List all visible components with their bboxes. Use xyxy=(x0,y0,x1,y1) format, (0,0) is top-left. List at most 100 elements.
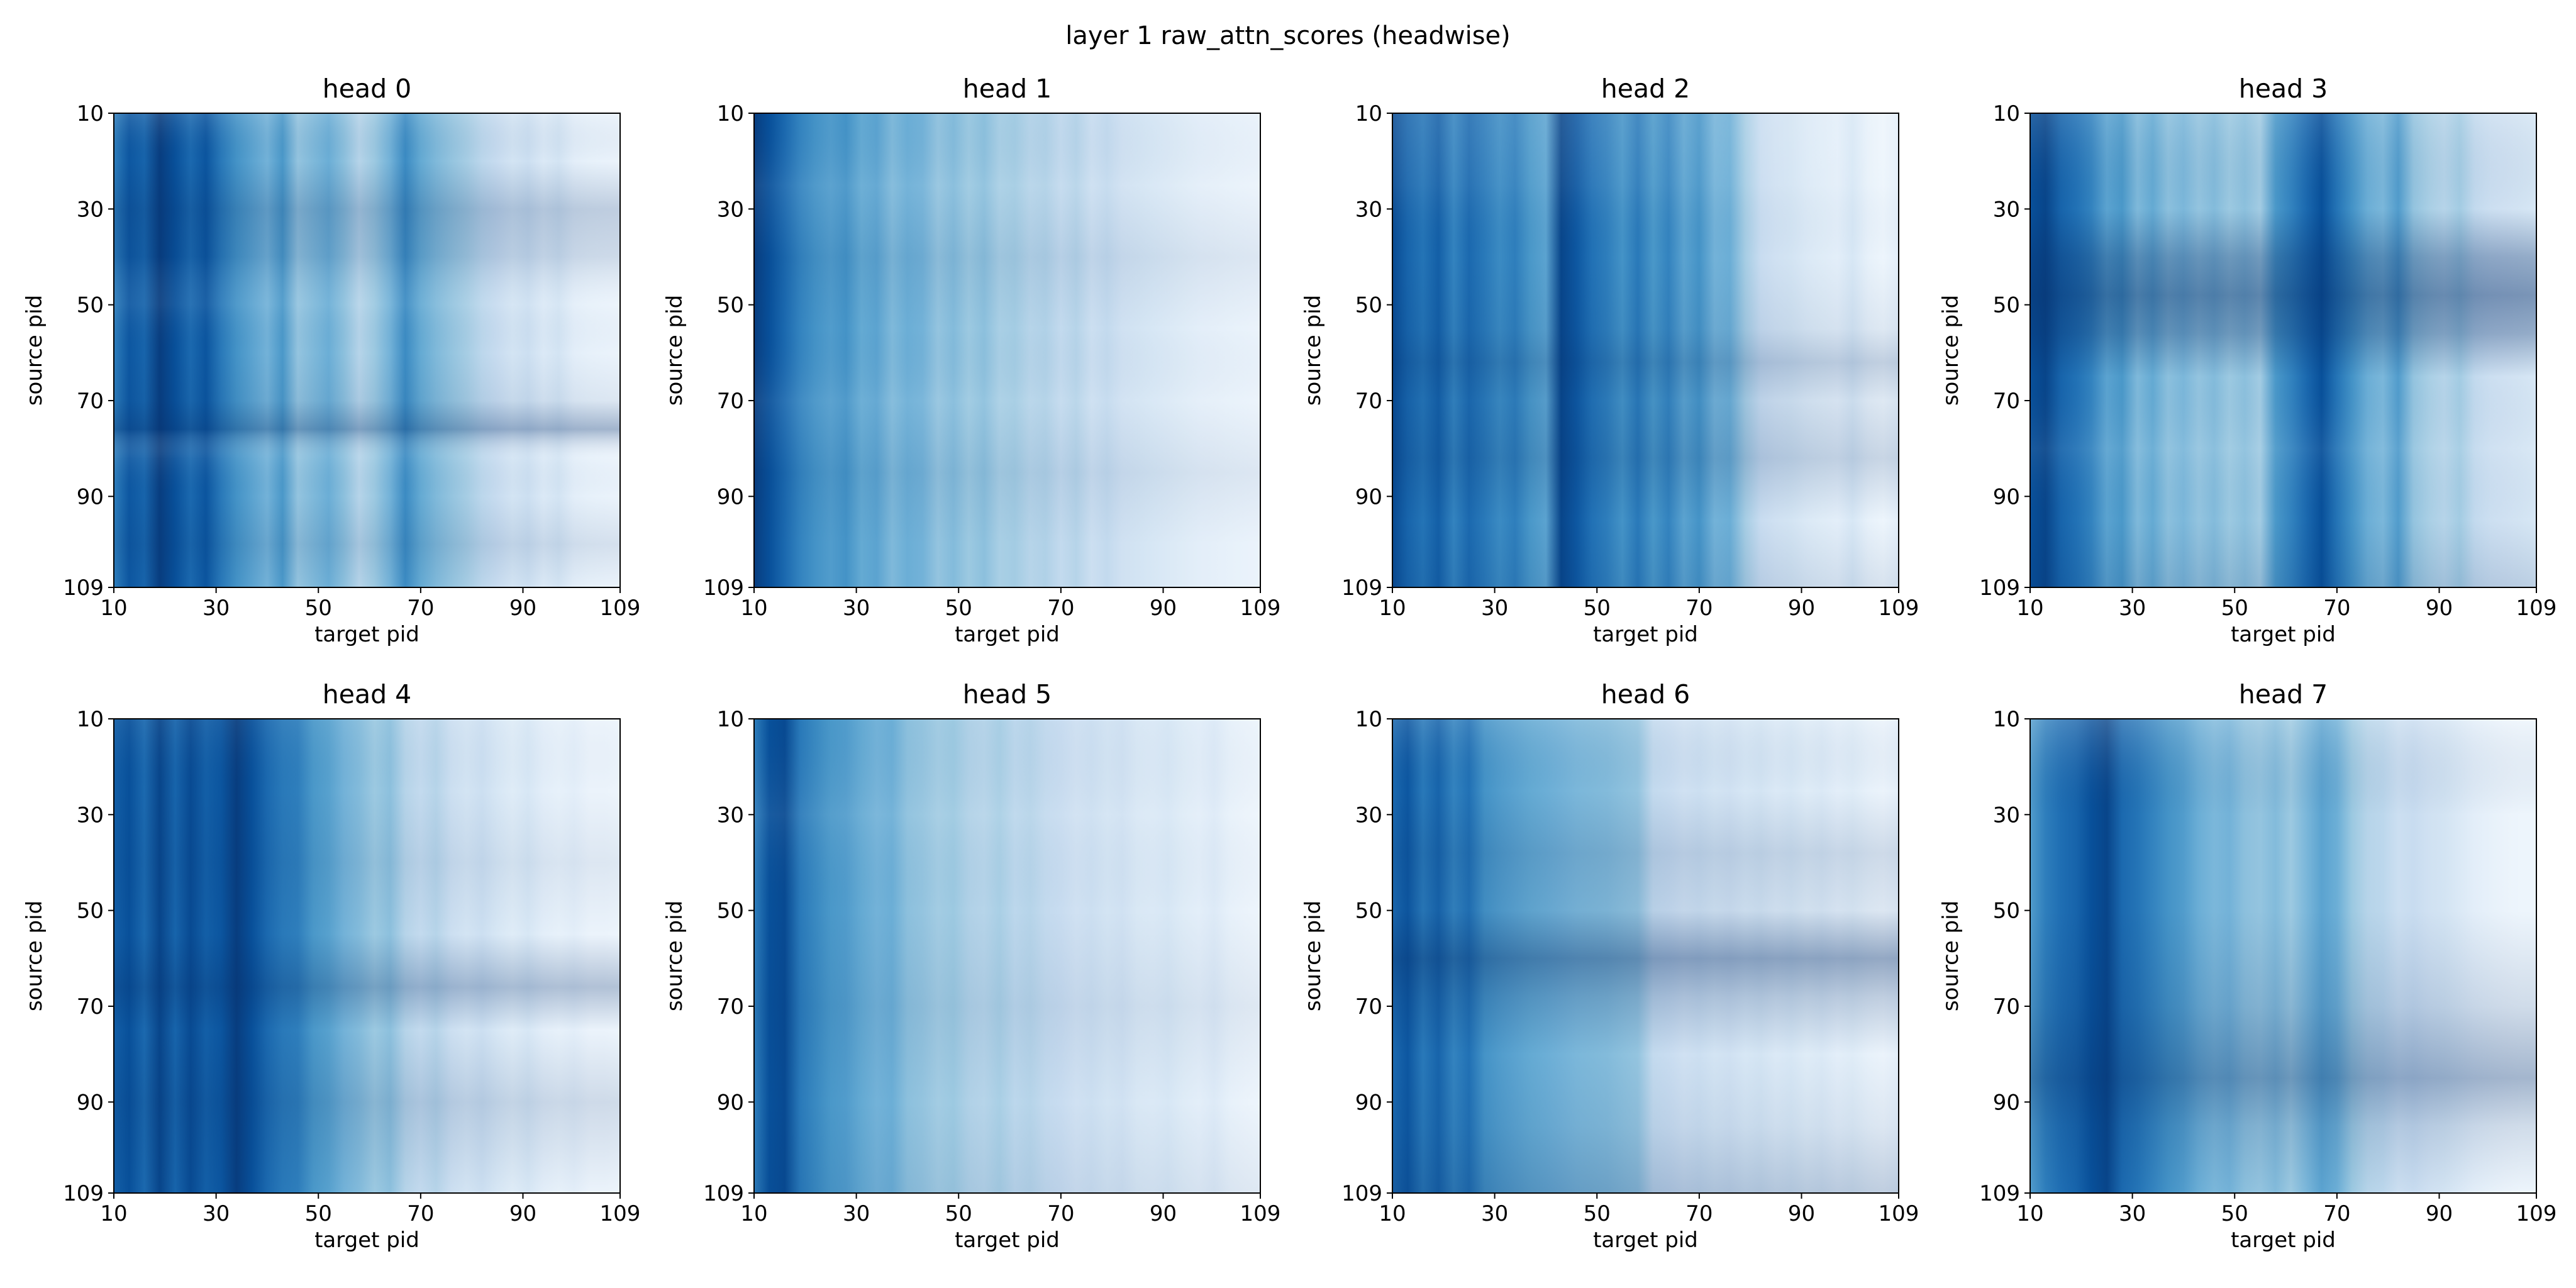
x-tick-label: 30 xyxy=(843,1201,870,1226)
x-tick-label: 109 xyxy=(1240,596,1281,621)
y-axis-label: source pid xyxy=(662,901,687,1011)
axes-frame xyxy=(113,718,621,1194)
x-tick-label: 50 xyxy=(1584,1201,1611,1226)
y-tick-label: 10 xyxy=(1355,101,1382,126)
x-tick-label: 10 xyxy=(1379,1201,1406,1226)
y-tick-label: 109 xyxy=(63,575,104,601)
x-tick-label: 109 xyxy=(1240,1201,1281,1226)
panel-title: head 6 xyxy=(1601,679,1690,709)
y-tick-label: 50 xyxy=(1993,899,2020,924)
y-axis-label: source pid xyxy=(1938,901,1963,1011)
y-tick-label: 50 xyxy=(1993,293,2020,318)
y-tick-label: 109 xyxy=(1341,575,1382,601)
panel-title: head 1 xyxy=(963,74,1052,104)
heatmap-row-shading xyxy=(1392,719,1899,1193)
y-axis-label: source pid xyxy=(662,295,687,406)
y-tick-label: 30 xyxy=(1993,197,2020,222)
panel-title: head 7 xyxy=(2239,679,2328,709)
y-axis-label: source pid xyxy=(1938,295,1963,406)
y-tick-label: 10 xyxy=(77,101,104,126)
x-tick-label: 30 xyxy=(203,1201,230,1226)
heatmap-row-shading xyxy=(754,113,1260,587)
x-tick-label: 50 xyxy=(1584,596,1611,621)
y-tick-label: 50 xyxy=(1355,899,1382,924)
y-tick-label: 30 xyxy=(77,197,104,222)
panel-title: head 5 xyxy=(963,679,1052,709)
x-tick-label: 90 xyxy=(509,596,536,621)
y-tick-label: 50 xyxy=(717,293,744,318)
heatmap-row-shading xyxy=(2030,719,2536,1193)
x-tick-label: 70 xyxy=(407,596,434,621)
x-tick-label: 10 xyxy=(100,1201,127,1226)
y-tick-label: 109 xyxy=(703,1181,744,1206)
x-tick-label: 90 xyxy=(2426,1201,2453,1226)
x-tick-label: 30 xyxy=(1481,1201,1508,1226)
x-axis-label: target pid xyxy=(1593,1228,1698,1253)
x-axis-label: target pid xyxy=(314,622,419,647)
y-tick-label: 70 xyxy=(77,994,104,1019)
y-tick-label: 109 xyxy=(1979,1181,2020,1206)
x-tick-label: 30 xyxy=(203,596,230,621)
y-axis-label: source pid xyxy=(1301,295,1326,406)
y-axis-label: source pid xyxy=(22,901,47,1011)
x-tick-label: 109 xyxy=(1879,596,1919,621)
x-tick-label: 109 xyxy=(2516,1201,2557,1226)
axes-frame xyxy=(753,718,1261,1194)
y-tick-label: 90 xyxy=(1355,1090,1382,1115)
y-tick-label: 30 xyxy=(1355,802,1382,828)
x-axis-label: target pid xyxy=(955,1228,1060,1253)
y-tick-label: 70 xyxy=(717,994,744,1019)
y-tick-label: 90 xyxy=(717,484,744,509)
y-tick-label: 70 xyxy=(1355,994,1382,1019)
heatmap-row-shading xyxy=(754,719,1260,1193)
y-tick-label: 50 xyxy=(77,293,104,318)
y-tick-label: 10 xyxy=(77,707,104,732)
x-tick-label: 70 xyxy=(1047,1201,1074,1226)
x-tick-label: 50 xyxy=(305,596,332,621)
x-tick-label: 70 xyxy=(2323,1201,2350,1226)
x-axis-label: target pid xyxy=(2231,622,2336,647)
x-tick-label: 10 xyxy=(2016,596,2043,621)
panel-title: head 2 xyxy=(1601,74,1690,104)
x-tick-label: 50 xyxy=(2221,1201,2248,1226)
y-tick-label: 109 xyxy=(703,575,744,601)
y-tick-label: 10 xyxy=(1993,101,2020,126)
x-tick-label: 90 xyxy=(509,1201,536,1226)
y-tick-label: 109 xyxy=(1979,575,2020,601)
y-tick-label: 30 xyxy=(77,802,104,828)
x-tick-label: 90 xyxy=(1788,1201,1815,1226)
y-tick-label: 70 xyxy=(1993,994,2020,1019)
x-tick-label: 10 xyxy=(740,596,767,621)
y-tick-label: 10 xyxy=(1355,707,1382,732)
y-tick-label: 10 xyxy=(717,101,744,126)
x-tick-label: 50 xyxy=(945,596,972,621)
y-tick-label: 10 xyxy=(1993,707,2020,732)
y-tick-label: 70 xyxy=(1993,389,2020,414)
axes-frame xyxy=(2029,113,2537,588)
heatmap-row-shading xyxy=(114,113,620,587)
panel-title: head 4 xyxy=(323,679,411,709)
x-axis-label: target pid xyxy=(955,622,1060,647)
x-tick-label: 109 xyxy=(600,596,641,621)
y-tick-label: 10 xyxy=(717,707,744,732)
axes-frame xyxy=(2029,718,2537,1194)
x-tick-label: 50 xyxy=(2221,596,2248,621)
heatmap-row-shading xyxy=(2030,113,2536,587)
x-tick-label: 10 xyxy=(100,596,127,621)
y-tick-label: 90 xyxy=(1993,484,2020,509)
x-tick-label: 109 xyxy=(600,1201,641,1226)
y-tick-label: 90 xyxy=(1355,484,1382,509)
y-tick-label: 90 xyxy=(1993,1090,2020,1115)
y-tick-label: 50 xyxy=(1355,293,1382,318)
y-tick-label: 109 xyxy=(63,1181,104,1206)
y-axis-label: source pid xyxy=(22,295,47,406)
x-tick-label: 10 xyxy=(740,1201,767,1226)
x-axis-label: target pid xyxy=(314,1228,419,1253)
